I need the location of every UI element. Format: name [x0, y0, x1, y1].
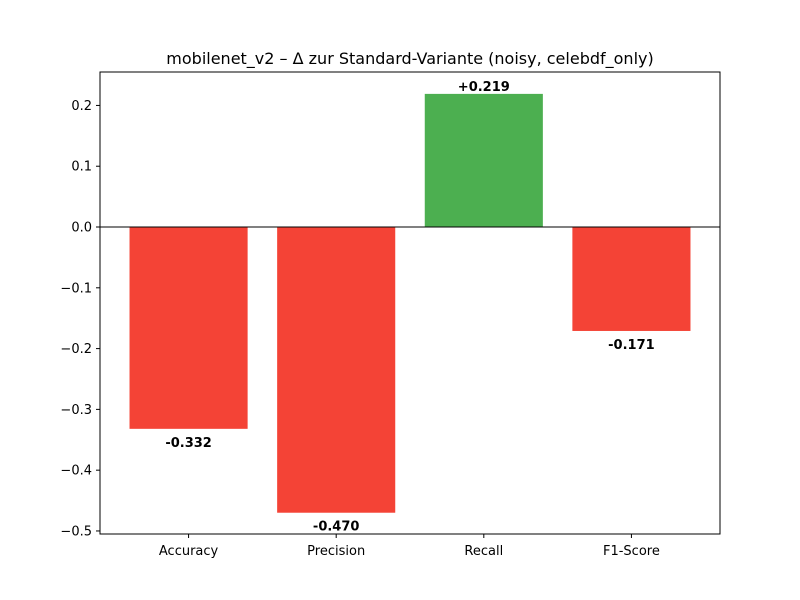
y-tick-label: 0.1: [71, 160, 92, 175]
x-tick-label-accuracy: Accuracy: [159, 544, 219, 559]
y-tick-label: −0.4: [60, 464, 92, 479]
chart-title: mobilenet_v2 – Δ zur Standard-Variante (…: [166, 49, 653, 69]
y-tick-label: −0.1: [60, 281, 92, 296]
x-tick-label-f1-score: F1-Score: [603, 544, 660, 559]
x-tick-label-precision: Precision: [307, 544, 365, 559]
y-tick-label: −0.2: [60, 342, 92, 357]
x-tick-label-recall: Recall: [464, 544, 503, 559]
bar-recall: [424, 93, 543, 228]
y-tick-label: −0.3: [60, 403, 92, 418]
data-label-f1-score: -0.171: [608, 338, 655, 353]
data-label-accuracy: -0.332: [165, 436, 212, 451]
x-axis-ticks: Accuracy Precision Recall F1-Score: [159, 534, 660, 559]
y-tick-label: 0.2: [71, 99, 92, 114]
bar-precision: [277, 227, 396, 513]
y-tick-label: −0.5: [60, 524, 92, 539]
plot-frame: [99, 71, 721, 535]
y-axis-ticks: −0.5 −0.4 −0.3 −0.2 −0.1 0.0 0.1 0.2: [60, 99, 100, 539]
data-labels: -0.332 -0.470 +0.219 -0.171: [165, 80, 654, 535]
bar-accuracy: [129, 227, 248, 429]
data-label-recall: +0.219: [458, 80, 510, 95]
y-tick-label: 0.0: [71, 221, 92, 236]
data-label-precision: -0.470: [313, 520, 360, 535]
bars-group: [129, 93, 691, 513]
bar-f1-score: [572, 227, 691, 331]
